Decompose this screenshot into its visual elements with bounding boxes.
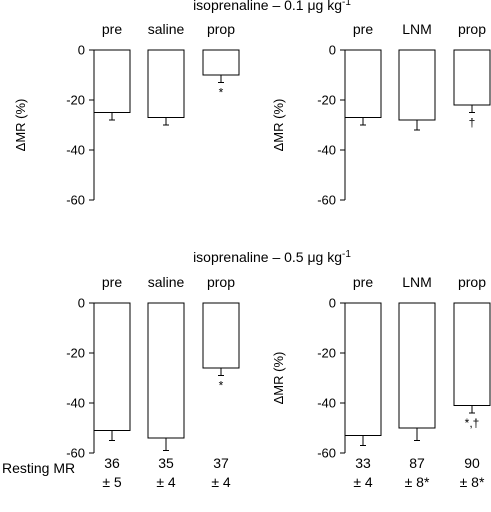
y-tick-label: -40	[66, 396, 85, 411]
significance-marker: *	[219, 379, 224, 393]
bar-prop	[453, 302, 491, 406]
chart-title: isoprenaline – 0.5 μg kg-1	[193, 249, 351, 265]
significance-marker: †	[469, 116, 476, 130]
resting-mr-mean: 35	[158, 455, 174, 471]
category-label: pre	[102, 21, 122, 37]
resting-mr-row: Resting MR 36 ± 5 35 ± 4 37 ± 4 33 ± 4 87 ± 8* 90 ±…	[2, 455, 485, 490]
significance-marker: *,†	[465, 416, 480, 430]
bar-LNM	[398, 302, 436, 429]
bar-saline	[147, 49, 185, 118]
y-tick-label: -60	[317, 446, 336, 461]
bar-pre	[93, 49, 131, 113]
resting-mr-mean: 33	[355, 455, 371, 471]
y-tick-label: -40	[317, 143, 336, 158]
panel-top-right: 0 -20 -40 -60 ΔMR (%) pre LNM prop †	[271, 21, 491, 208]
category-label: prop	[207, 274, 235, 290]
panels: isoprenaline – 0.1 μg kg-1 0 -20 -40 -60 ΔMR …	[13, 0, 491, 461]
category-label: pre	[102, 274, 122, 290]
y-tick-label: -40	[66, 143, 85, 158]
bar-prop	[453, 49, 491, 106]
significance-marker: *	[219, 86, 224, 100]
bar-pre	[93, 302, 131, 431]
resting-mr-mean: 87	[409, 455, 425, 471]
panel-bottom-right: 0 -20 -40 -60 ΔMR (%) pre LNM prop *,†	[271, 274, 491, 461]
panel-top-left: isoprenaline – 0.1 μg kg-1 0 -20 -40 -60 ΔMR …	[13, 0, 351, 208]
y-tick-label: -40	[317, 396, 336, 411]
bar-pre	[344, 302, 382, 436]
resting-mr-sem: ± 8*	[460, 474, 485, 490]
resting-mr-mean: 36	[104, 455, 120, 471]
chart-title: isoprenaline – 0.1 μg kg-1	[193, 0, 351, 13]
y-tick-label: 0	[329, 296, 336, 311]
title-superscript: -1	[342, 0, 351, 8]
bar-prop	[202, 49, 240, 76]
category-label: pre	[353, 274, 373, 290]
resting-mr-sem: ± 8*	[405, 474, 430, 490]
y-axis-label: ΔMR (%)	[13, 99, 28, 152]
category-label: LNM	[402, 274, 432, 290]
y-tick-label: -20	[317, 93, 336, 108]
resting-mr-mean: 90	[464, 455, 480, 471]
bar-saline	[147, 302, 185, 439]
category-label: prop	[207, 21, 235, 37]
category-label: LNM	[402, 21, 432, 37]
bar-LNM	[398, 49, 436, 121]
category-label: saline	[148, 21, 185, 37]
category-label: saline	[148, 274, 185, 290]
y-tick-label: 0	[329, 43, 336, 58]
y-tick-label: -60	[66, 193, 85, 208]
panel-bottom-left: isoprenaline – 0.5 μg kg-1 0 -20 -40 -60 pre s…	[66, 249, 351, 461]
y-axis-label: ΔMR (%)	[271, 99, 286, 152]
y-tick-label: -20	[317, 346, 336, 361]
resting-mr-label: Resting MR	[2, 460, 75, 476]
bar-pre	[344, 49, 382, 118]
category-label: pre	[353, 21, 373, 37]
category-label: prop	[458, 274, 486, 290]
resting-mr-sem: ± 4	[353, 474, 373, 490]
y-axis-label: ΔMR (%)	[271, 352, 286, 405]
resting-mr-sem: ± 4	[211, 474, 231, 490]
resting-mr-mean: 37	[213, 455, 229, 471]
y-tick-label: -60	[66, 446, 85, 461]
category-label: prop	[458, 21, 486, 37]
y-tick-label: 0	[78, 43, 85, 58]
y-tick-label: 0	[78, 296, 85, 311]
resting-mr-sem: ± 5	[102, 474, 122, 490]
y-tick-label: -20	[66, 346, 85, 361]
title-superscript: -1	[342, 249, 351, 260]
y-tick-label: -20	[66, 93, 85, 108]
resting-mr-sem: ± 4	[156, 474, 176, 490]
bar-prop	[202, 302, 240, 369]
y-tick-label: -60	[317, 193, 336, 208]
